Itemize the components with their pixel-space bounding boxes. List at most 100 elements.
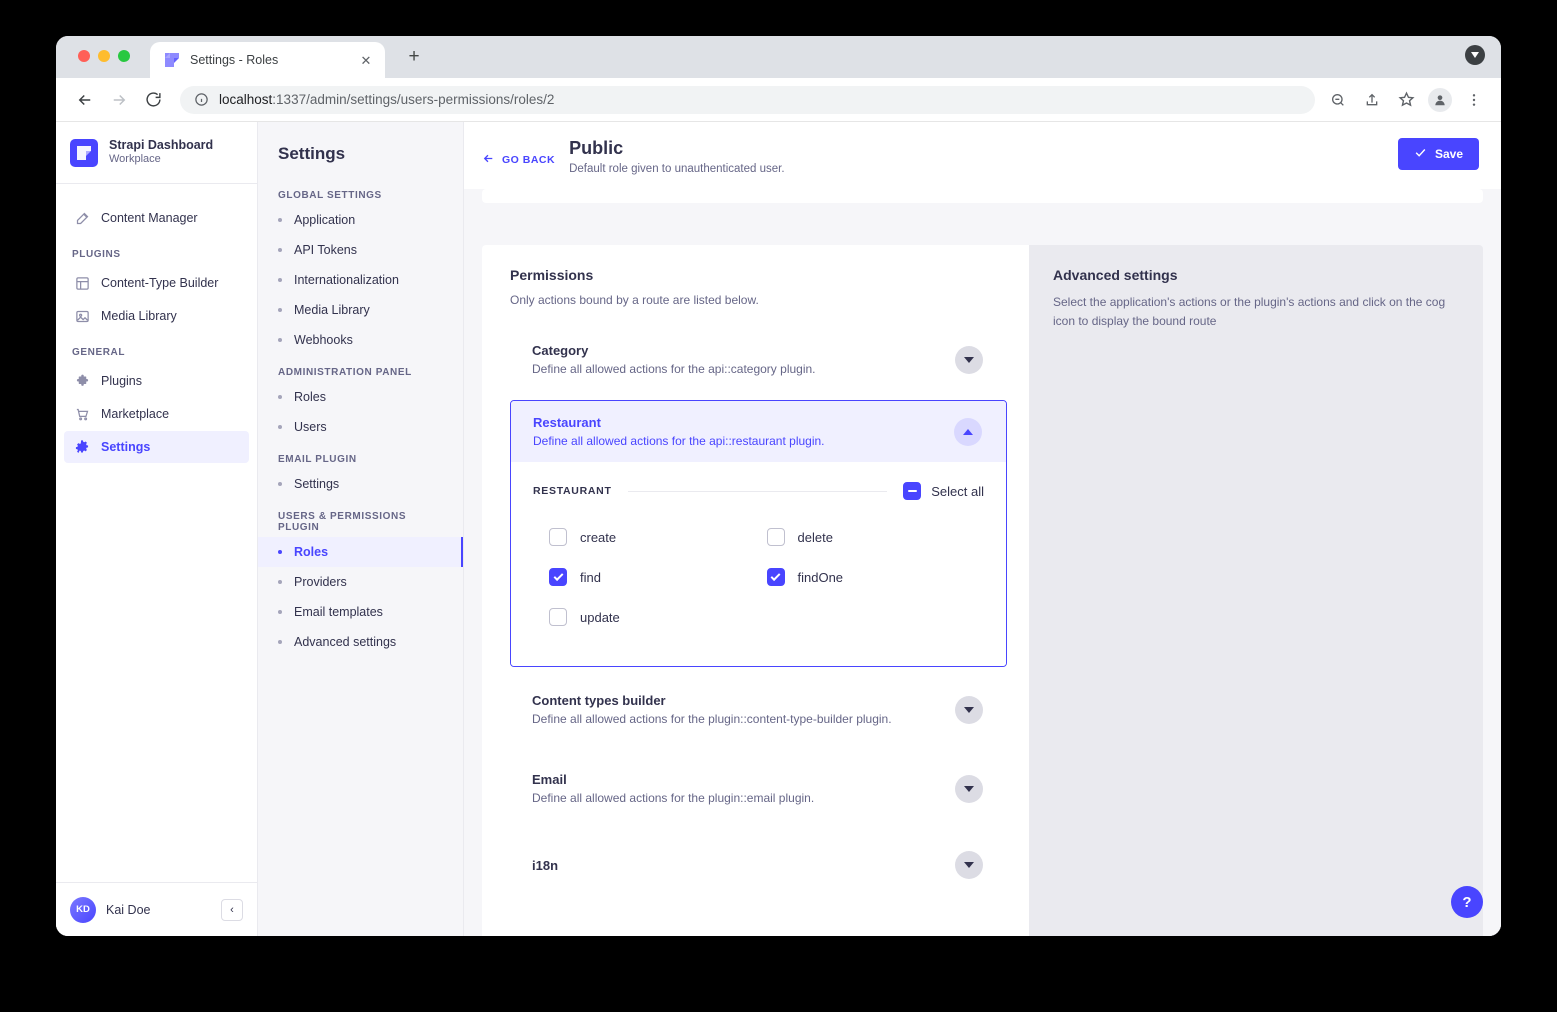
- sidebar-footer: KD Kai Doe ‹: [56, 882, 257, 936]
- download-circle-icon[interactable]: [1465, 45, 1487, 67]
- profile-avatar-icon[interactable]: [1427, 87, 1453, 113]
- strapi-logo-icon: [70, 138, 98, 167]
- select-all-toggle[interactable]: Select all: [903, 482, 984, 500]
- action-label: find: [580, 569, 601, 585]
- go-back-link[interactable]: GO BACK: [482, 152, 555, 168]
- share-icon[interactable]: [1359, 87, 1385, 113]
- settings-subnav: Settings GLOBAL SETTINGS Application API…: [258, 122, 464, 936]
- section-name: Content types builder: [532, 693, 666, 708]
- address-bar-url: localhost:1337/admin/settings/users-perm…: [219, 92, 554, 107]
- select-all-checkbox[interactable]: [903, 482, 922, 500]
- permission-section-i18n[interactable]: i18n: [510, 837, 1007, 893]
- subnav-item-internationalization[interactable]: Internationalization: [258, 265, 463, 295]
- action-delete[interactable]: delete: [766, 528, 985, 546]
- star-icon[interactable]: [1393, 87, 1419, 113]
- chevron-down-icon[interactable]: [955, 695, 983, 724]
- action-update[interactable]: update: [549, 608, 767, 626]
- zoom-out-icon[interactable]: [1325, 87, 1351, 113]
- subnav-item-application[interactable]: Application: [258, 205, 463, 235]
- subnav-item-label: Providers: [294, 575, 347, 589]
- close-window-button[interactable]: [78, 50, 90, 62]
- section-header-restaurant[interactable]: Restaurant Define all allowed actions fo…: [511, 401, 1006, 462]
- browser-window: Settings - Roles ✕ + localhost:1337/admi…: [56, 36, 1501, 936]
- subnav-item-media-library[interactable]: Media Library: [258, 295, 463, 325]
- brand-name: Strapi Dashboard: [109, 137, 214, 152]
- section-description: Define all allowed actions for the api::…: [533, 434, 825, 448]
- subnav-item-label: Webhooks: [294, 333, 353, 347]
- chevron-left-icon[interactable]: ‹: [221, 898, 243, 921]
- arrow-left-icon[interactable]: [70, 85, 100, 115]
- sidebar-item-plugins[interactable]: Plugins: [64, 365, 249, 397]
- find-checkbox[interactable]: [549, 568, 567, 586]
- permissions-panel: Permissions Only actions bound by a rout…: [482, 245, 1029, 936]
- strapi-logo-icon: [164, 52, 180, 68]
- permission-section-content-types-builder[interactable]: Content types builder Define all allowed…: [510, 679, 1007, 740]
- chevron-down-icon[interactable]: [955, 345, 983, 374]
- url-path: :1337/admin/settings/users-permissions/r…: [272, 92, 555, 107]
- action-find[interactable]: find: [549, 568, 767, 586]
- subnav-item-users-permissions-roles[interactable]: Roles: [258, 537, 463, 567]
- advanced-settings-title: Advanced settings: [1053, 267, 1178, 283]
- sidebar-section-plugins-label: PLUGINS: [72, 249, 121, 260]
- permissions-subtitle: Only actions bound by a route are listed…: [510, 293, 759, 307]
- avatar: KD: [70, 896, 96, 923]
- action-create[interactable]: create: [549, 528, 767, 546]
- subnav-item-label: Roles: [294, 545, 329, 559]
- bullet-icon: [278, 248, 282, 252]
- browser-tab-strip: Settings - Roles ✕ +: [56, 36, 1501, 78]
- permission-section-email[interactable]: Email Define all allowed actions for the…: [510, 758, 1007, 819]
- subnav-item-admin-users[interactable]: Users: [258, 412, 463, 442]
- bullet-icon: [278, 550, 282, 554]
- findone-checkbox[interactable]: [766, 568, 785, 586]
- sidebar-item-marketplace[interactable]: Marketplace: [64, 398, 249, 430]
- subnav-item-advanced-settings[interactable]: Advanced settings: [258, 627, 463, 657]
- bullet-icon: [278, 580, 282, 584]
- delete-checkbox[interactable]: [766, 528, 785, 546]
- subnav-item-label: Roles: [294, 390, 326, 404]
- sidebar-item-settings[interactable]: Settings: [64, 431, 249, 463]
- action-label: findOne: [797, 569, 844, 585]
- minimize-window-button[interactable]: [98, 50, 110, 62]
- arrow-right-icon[interactable]: [104, 85, 134, 115]
- subnav-item-email-templates[interactable]: Email templates: [258, 597, 463, 627]
- sidebar-item-content-type-builder[interactable]: Content-Type Builder: [64, 267, 249, 299]
- chevron-down-icon[interactable]: [955, 851, 983, 879]
- maximize-window-button[interactable]: [118, 50, 130, 62]
- save-button[interactable]: Save: [1397, 138, 1479, 170]
- role-details-card-partial: [482, 189, 1483, 203]
- subnav-item-admin-roles[interactable]: Roles: [258, 382, 463, 412]
- page-body: Permissions Only actions bound by a rout…: [464, 189, 1501, 936]
- sidebar-item-media-library[interactable]: Media Library: [64, 300, 249, 332]
- action-label: delete: [797, 529, 833, 545]
- update-checkbox[interactable]: [549, 608, 567, 626]
- help-button[interactable]: ?: [1451, 886, 1483, 918]
- arrow-left-icon: [482, 152, 495, 168]
- plus-icon[interactable]: +: [408, 46, 420, 67]
- subnav-item-providers[interactable]: Providers: [258, 567, 463, 597]
- reload-icon[interactable]: [138, 85, 168, 115]
- chevron-up-icon[interactable]: [954, 417, 982, 446]
- three-dot-menu-icon[interactable]: [1461, 87, 1487, 113]
- brand-block[interactable]: Strapi Dashboard Workplace: [56, 122, 257, 184]
- bullet-icon: [278, 218, 282, 222]
- subnav-item-api-tokens[interactable]: API Tokens: [258, 235, 463, 265]
- action-findone[interactable]: findOne: [766, 568, 985, 586]
- subnav-item-webhooks[interactable]: Webhooks: [258, 325, 463, 355]
- page-header: GO BACK Public Default role given to una…: [464, 122, 1501, 189]
- toolbar-icons: [1325, 87, 1487, 113]
- subnav-title: Settings: [278, 144, 346, 163]
- close-icon[interactable]: ✕: [360, 52, 372, 68]
- sidebar-item-content-manager[interactable]: Content Manager: [64, 202, 249, 234]
- create-checkbox[interactable]: [549, 528, 567, 546]
- section-name: Category: [532, 343, 589, 358]
- sidebar-item-label: Media Library: [101, 309, 177, 323]
- subnav-item-email-settings[interactable]: Settings: [258, 469, 463, 499]
- permission-section-category[interactable]: Category Define all allowed actions for …: [510, 329, 1007, 390]
- bullet-icon: [278, 610, 282, 614]
- main-content: GO BACK Public Default role given to una…: [464, 122, 1501, 936]
- address-bar[interactable]: localhost:1337/admin/settings/users-perm…: [180, 85, 1315, 114]
- strapi-admin-app: Strapi Dashboard Workplace Content Manag…: [56, 122, 1501, 936]
- check-icon: [1414, 146, 1427, 162]
- chevron-down-icon[interactable]: [955, 774, 983, 803]
- browser-tab[interactable]: Settings - Roles ✕: [150, 42, 385, 78]
